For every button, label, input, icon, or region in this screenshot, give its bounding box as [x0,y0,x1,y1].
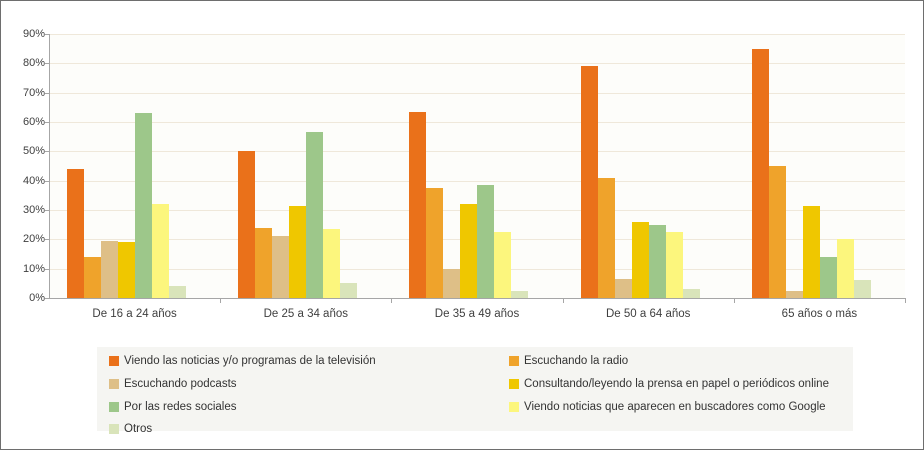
bar-2-4 [785,290,803,298]
y-axis-tick [45,298,49,299]
bar-0-3 [580,66,598,298]
bar-2-3 [614,278,632,298]
bar-2-2 [443,268,461,298]
legend-item: Viendo las noticias y/o programas de la … [109,354,376,368]
y-axis-tick [45,268,49,270]
legend-label: Viendo las noticias y/o programas de la … [124,355,376,367]
bar-1-0 [84,256,101,298]
bar-3-3 [631,221,649,298]
y-axis-label: 20% [22,233,45,246]
bar-4-3 [648,224,666,298]
x-axis-tick [220,299,222,303]
y-axis-tick [45,210,49,211]
gridline [49,122,905,123]
bar-1-1 [255,227,273,298]
bar-6-4 [853,280,871,298]
x-category-label: De 16 a 24 años [92,308,177,320]
y-axis-label: 30% [22,204,45,216]
gridline [49,34,905,35]
y-axis-tick [45,92,49,94]
bar-6-2 [511,290,529,298]
y-axis-label: 0% [29,292,45,304]
y-axis-tick [45,122,49,123]
bar-5-2 [494,232,512,298]
y-axis [49,34,50,299]
bar-1-3 [597,177,615,298]
gridline [49,151,905,153]
gridline [49,180,905,182]
legend: Viendo las noticias y/o programas de la … [97,347,853,435]
legend-item: Escuchando podcasts [109,377,237,391]
x-category-label: De 25 a 34 años [263,308,348,320]
gridline [49,92,905,94]
x-axis-tick [562,299,564,303]
y-axis-tick [45,63,49,65]
legend-marker-icon [109,424,119,435]
bar-5-1 [323,229,341,298]
bar-1-2 [426,188,444,298]
bar-3-1 [289,205,307,298]
y-axis-tick [45,239,49,241]
y-axis-tick [45,151,49,153]
y-axis-label: 10% [22,262,45,275]
legend-label: Viendo noticias que aparecen en buscador… [524,400,826,413]
legend-label: Escuchando podcasts [124,377,237,390]
bar-5-3 [665,232,683,298]
legend-item: Otros [109,422,152,436]
legend-label: Otros [124,423,153,436]
bar-3-4 [802,205,820,298]
legend-marker-icon [109,378,119,389]
bar-0-0 [67,168,84,298]
bar-0-1 [238,151,256,298]
legend-marker-icon [109,356,119,366]
y-axis-label: 70% [22,86,45,99]
legend-label: Consultando/leyendo la prensa en papel o… [524,377,829,390]
bar-2-1 [272,236,290,298]
x-axis-tick [733,299,735,303]
legend-marker-icon [509,378,519,389]
y-axis-label: 80% [22,57,45,70]
bar-6-1 [340,283,358,298]
bar-4-0 [135,113,152,298]
bar-1-4 [768,166,786,298]
x-axis-tick [905,299,906,303]
bar-0-4 [751,48,769,298]
bar-2-0 [101,240,118,298]
legend-label: Por las redes sociales [124,400,237,413]
bar-3-0 [118,242,135,298]
bar-6-0 [169,286,186,298]
gridline [49,63,905,65]
y-axis-tick [45,34,49,35]
bar-5-4 [836,239,854,298]
legend-item: Escuchando la radio [509,354,628,368]
x-axis [49,298,906,299]
legend-item: Por las redes sociales [109,400,237,414]
x-axis-tick [391,299,393,303]
legend-label: Escuchando la radio [524,355,629,367]
bar-0-2 [409,111,427,298]
y-axis-tick [45,180,49,182]
y-axis-label: 90% [22,28,45,40]
bar-5-0 [152,204,169,298]
bar-4-4 [819,256,837,298]
legend-item: Viendo noticias que aparecen en buscador… [509,400,826,414]
legend-marker-icon [509,356,519,366]
x-category-label: 65 años o más [781,308,858,320]
bar-4-2 [477,185,495,298]
bar-6-3 [682,289,700,298]
bar-3-2 [460,204,478,298]
y-axis-label: 60% [22,116,45,128]
legend-marker-icon [109,401,119,412]
legend-marker-icon [509,401,519,412]
x-category-label: De 35 a 49 años [434,308,520,320]
y-axis-label: 50% [22,145,45,158]
x-category-label: De 50 a 64 años [605,308,691,320]
y-axis-label: 40% [22,174,45,187]
legend-item: Consultando/leyendo la prensa en papel o… [509,377,829,391]
bar-4-1 [306,132,324,298]
